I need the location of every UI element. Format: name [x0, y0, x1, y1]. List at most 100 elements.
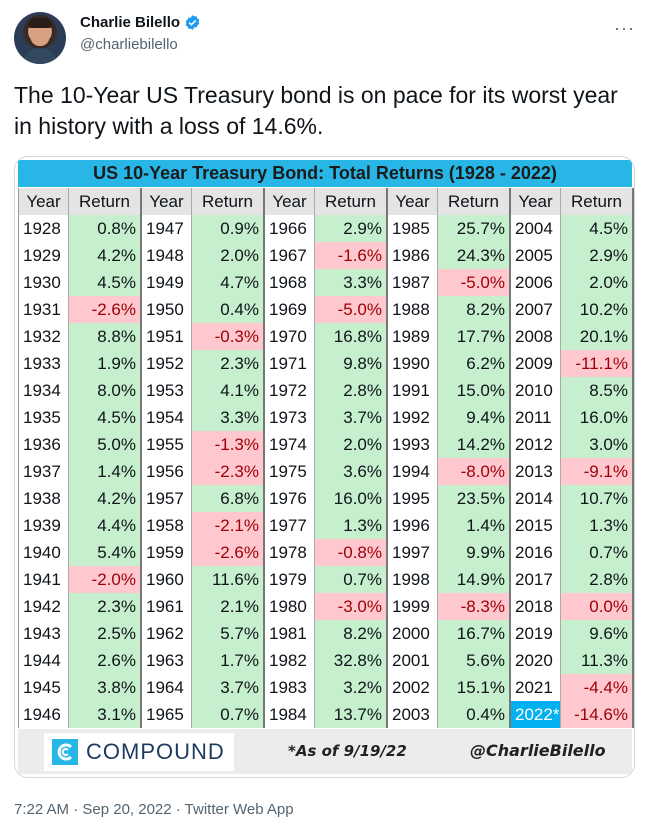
return-cell: 4.1% — [192, 377, 263, 404]
return-cell: -9.1% — [561, 458, 632, 485]
return-cell: 3.8% — [69, 674, 140, 701]
return-cell: 15.0% — [438, 377, 509, 404]
table-row: 1996 1.4% — [388, 512, 509, 539]
return-cell: 4.5% — [69, 269, 140, 296]
table-row: 1956 -2.3% — [142, 458, 263, 485]
column-group: Year Return 1947 0.9% 1948 2.0% 1949 4.7% 1950 0.… — [142, 188, 265, 728]
return-cell: 0.0% — [561, 593, 632, 620]
avatar-hair — [28, 18, 52, 28]
year-cell: 1962 — [142, 620, 192, 647]
return-cell: 3.1% — [69, 701, 140, 728]
return-cell: 20.1% — [561, 323, 632, 350]
year-cell: 2016 — [511, 539, 561, 566]
table-row: 2005 2.9% — [511, 242, 632, 269]
table-row: 1937 1.4% — [19, 458, 140, 485]
year-cell: 1942 — [19, 593, 69, 620]
table-row: 2007 10.2% — [511, 296, 632, 323]
return-cell: 15.1% — [438, 674, 509, 701]
year-cell: 1943 — [19, 620, 69, 647]
table-row: 1945 3.8% — [19, 674, 140, 701]
year-cell: 1989 — [388, 323, 438, 350]
table-row: 1988 8.2% — [388, 296, 509, 323]
table-row: 1974 2.0% — [265, 431, 386, 458]
table-row: 1970 16.8% — [265, 323, 386, 350]
table-row: 2020 11.3% — [511, 647, 632, 674]
table-row: 1958 -2.1% — [142, 512, 263, 539]
year-cell: 1967 — [265, 242, 315, 269]
more-horizontal-icon[interactable]: ··· — [614, 18, 635, 38]
table-row: 1930 4.5% — [19, 269, 140, 296]
table-row: 2011 16.0% — [511, 404, 632, 431]
year-cell: 1928 — [19, 215, 69, 242]
return-cell: 0.7% — [315, 566, 386, 593]
author-name[interactable]: Charlie Bilello — [80, 14, 181, 31]
table-row: 2010 8.5% — [511, 377, 632, 404]
return-cell: 3.6% — [315, 458, 386, 485]
table-row: 1976 16.0% — [265, 485, 386, 512]
return-cell: 2.8% — [315, 377, 386, 404]
return-cell: 2.5% — [69, 620, 140, 647]
header-year: Year — [265, 188, 315, 215]
return-cell: -1.6% — [315, 242, 386, 269]
avatar-face — [30, 22, 50, 46]
return-cell: 2.0% — [192, 242, 263, 269]
year-cell: 1950 — [142, 296, 192, 323]
table-row: 1995 23.5% — [388, 485, 509, 512]
table-row: 1973 3.7% — [265, 404, 386, 431]
year-cell: 1952 — [142, 350, 192, 377]
return-cell: 14.2% — [438, 431, 509, 458]
compound-logo-icon — [52, 739, 78, 765]
return-cell: 0.7% — [561, 539, 632, 566]
return-cell: 8.5% — [561, 377, 632, 404]
table-row: 1969 -5.0% — [265, 296, 386, 323]
returns-table: Year Return 1928 0.8% 1929 4.2% 1930 4.5% 1931 -2… — [18, 188, 634, 728]
header-year: Year — [388, 188, 438, 215]
year-cell: 1978 — [265, 539, 315, 566]
year-cell: 1972 — [265, 377, 315, 404]
tweet-image-card[interactable]: US 10-Year Treasury Bond: Total Returns … — [14, 156, 635, 778]
return-cell: 10.7% — [561, 485, 632, 512]
avatar[interactable] — [14, 12, 66, 64]
table-row: 1940 5.4% — [19, 539, 140, 566]
year-cell: 1964 — [142, 674, 192, 701]
year-cell: 2009 — [511, 350, 561, 377]
year-cell: 2006 — [511, 269, 561, 296]
year-cell: 1933 — [19, 350, 69, 377]
return-cell: 4.2% — [69, 485, 140, 512]
year-cell: 2014 — [511, 485, 561, 512]
return-cell: -2.6% — [192, 539, 263, 566]
year-cell: 2003 — [388, 701, 438, 728]
year-cell: 1946 — [19, 701, 69, 728]
return-cell: 2.3% — [192, 350, 263, 377]
return-cell: 13.7% — [315, 701, 386, 728]
table-row: 1991 15.0% — [388, 377, 509, 404]
return-cell: -5.0% — [315, 296, 386, 323]
table-row: 1928 0.8% — [19, 215, 140, 242]
year-cell: 2007 — [511, 296, 561, 323]
return-cell: 8.0% — [69, 377, 140, 404]
table-row: 1977 1.3% — [265, 512, 386, 539]
table-row: 1972 2.8% — [265, 377, 386, 404]
return-cell: 4.4% — [69, 512, 140, 539]
year-cell: 1993 — [388, 431, 438, 458]
table-row: 2002 15.1% — [388, 674, 509, 701]
return-cell: -14.6% — [561, 701, 632, 728]
table-row: 1998 14.9% — [388, 566, 509, 593]
return-cell: 6.8% — [192, 485, 263, 512]
table-row: 1964 3.7% — [142, 674, 263, 701]
year-cell: 1940 — [19, 539, 69, 566]
year-cell: 1932 — [19, 323, 69, 350]
tweet-timestamp[interactable]: 7:22 AM · Sep 20, 2022 · Twitter Web App — [14, 801, 294, 818]
return-cell: 2.9% — [315, 215, 386, 242]
header-return: Return — [561, 188, 632, 215]
year-cell: 1936 — [19, 431, 69, 458]
header-year: Year — [19, 188, 69, 215]
table-row: 1935 4.5% — [19, 404, 140, 431]
table-row: 1959 -2.6% — [142, 539, 263, 566]
year-cell: 1944 — [19, 647, 69, 674]
year-cell: 1929 — [19, 242, 69, 269]
return-cell: -2.0% — [69, 566, 140, 593]
author-handle[interactable]: @charliebilello — [80, 36, 178, 53]
return-cell: 5.0% — [69, 431, 140, 458]
table-row: 1992 9.4% — [388, 404, 509, 431]
